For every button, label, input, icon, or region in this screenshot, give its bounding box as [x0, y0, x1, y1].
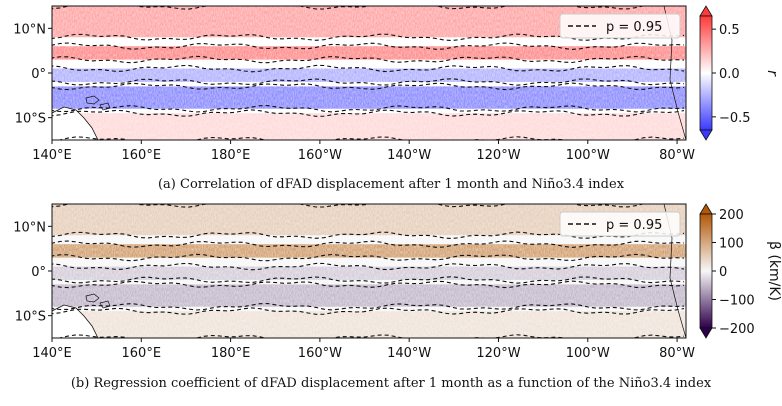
significance-contour [52, 334, 685, 338]
significance-contour [52, 82, 685, 91]
colorbar-tick-label: 100 [719, 237, 744, 252]
x-tick-label: 120°W [476, 148, 520, 163]
significance-contour [52, 6, 669, 10]
land-coastline [52, 304, 99, 338]
y-tick-label: 10°S [15, 112, 46, 127]
x-tick-label: 140°E [32, 148, 72, 163]
panel-a-caption: (a) Correlation of dFAD displacement aft… [157, 177, 625, 192]
significance-contour [52, 204, 669, 208]
colorbar-body [699, 15, 713, 131]
significance-contour [52, 64, 685, 73]
x-tick-label: 80°W [659, 148, 695, 163]
y-tick-label: 10°N [13, 220, 46, 235]
x-tick-label: 100°W [566, 148, 610, 163]
x-tick-label: 80°W [659, 346, 695, 361]
island-outline [85, 293, 111, 309]
significance-contour [52, 42, 685, 50]
colorbar-extend-bottom [699, 327, 713, 339]
panel-b-legend: p = 0.95 [559, 211, 681, 237]
island-outline [85, 95, 111, 111]
significance-contour [52, 280, 685, 289]
x-tick-label: 180°E [211, 148, 251, 163]
panel-b-field [52, 204, 686, 338]
y-tick-label: 0° [31, 265, 46, 280]
x-tick-label: 160°W [298, 346, 342, 361]
panel-a-x-axis: 140°E 160°E 180°E 160°W 140°W 120°W 100°W 80°W [32, 140, 695, 163]
colorbar-extend-top [699, 203, 713, 215]
significance-contour [52, 33, 685, 42]
panel-b-colorbar: 200 100 0 −100 −200 β (km/K) [699, 203, 782, 339]
x-tick-label: 160°E [122, 148, 162, 163]
y-tick-label: 0° [31, 67, 46, 82]
panel-b-x-axis: 140°E 160°E 180°E 160°W 140°W 120°W 100°W 80°W [32, 338, 695, 361]
colorbar-tick-label: −100 [719, 294, 755, 309]
panel-a-legend: p = 0.95 [559, 13, 681, 39]
legend-box [559, 13, 681, 39]
colorbar-extend-bottom [699, 129, 713, 141]
panel-a: 140°E 160°E 180°E 160°W 140°W 120°W 100°W 80°W … [13, 5, 780, 163]
colorbar-body [699, 213, 713, 329]
colorbar-tick-label: 200 [719, 208, 744, 223]
significance-contour [52, 276, 685, 284]
x-tick-label: 140°W [387, 346, 431, 361]
x-tick-label: 120°W [476, 346, 520, 361]
significance-contour [52, 303, 685, 311]
panel-b-caption: (b) Regression coefficient of dFAD displ… [70, 376, 712, 391]
panel-b: 140°E 160°E 180°E 160°W 140°W 120°W 100°W 80°W … [13, 203, 782, 361]
significance-contour [52, 262, 685, 271]
significance-contour [52, 55, 685, 64]
colorbar-tick-label: 0.0 [719, 67, 740, 82]
panel-a-significance-contours [52, 6, 685, 140]
panel-a-colorbar: 0.5 0.0 −0.5 r [699, 5, 780, 141]
significance-contour [52, 231, 685, 240]
x-tick-label: 140°W [387, 148, 431, 163]
colorbar-extend-top [699, 5, 713, 17]
x-tick-label: 160°W [298, 148, 342, 163]
y-tick-label: 10°N [13, 22, 46, 37]
land-coastline [52, 106, 99, 140]
significance-contour [52, 240, 685, 248]
panel-a-y-axis: 10°N 0° 10°S [13, 22, 52, 127]
colorbar-tick-label: 0.5 [719, 23, 740, 38]
colorbar-label: β (km/K) [766, 241, 782, 301]
x-tick-label: 100°W [566, 346, 610, 361]
significance-contour [52, 136, 685, 140]
colorbar-label: r [764, 70, 780, 77]
significance-contour [52, 105, 685, 113]
y-tick-label: 10°S [15, 310, 46, 325]
panel-b-significance-contours [52, 204, 685, 338]
legend-box [559, 211, 681, 237]
legend-label: p = 0.95 [606, 20, 662, 35]
panel-b-y-axis: 10°N 0° 10°S [13, 220, 52, 325]
significance-contour [52, 109, 685, 117]
x-tick-label: 180°E [211, 346, 251, 361]
colorbar-tick-label: −200 [719, 322, 755, 337]
significance-contour [52, 307, 685, 315]
significance-contour [52, 78, 685, 86]
colorbar-tick-label: −0.5 [719, 111, 751, 126]
colorbar-tick-label: 0 [719, 265, 727, 280]
x-tick-label: 140°E [32, 346, 72, 361]
significance-contour [52, 253, 685, 262]
x-tick-label: 160°E [122, 346, 162, 361]
legend-label: p = 0.95 [606, 218, 662, 233]
